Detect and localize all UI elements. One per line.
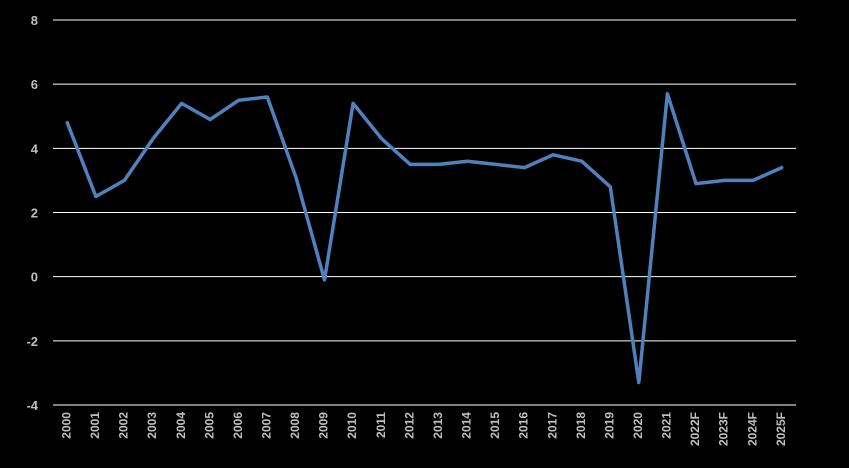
x-tick-label: 2019 (602, 412, 616, 439)
y-tick-label: 4 (31, 141, 39, 156)
x-tick-label: 2020 (631, 412, 645, 439)
x-tick-label: 2024F (745, 412, 759, 446)
data-point (180, 101, 184, 105)
data-point (751, 178, 755, 182)
data-point (65, 121, 69, 125)
data-point (294, 175, 298, 179)
data-point (237, 98, 241, 102)
data-point (637, 381, 641, 385)
data-point (208, 117, 212, 121)
data-point (494, 162, 498, 166)
y-tick-label: 2 (31, 206, 38, 221)
data-point (408, 162, 412, 166)
x-tick-label: 2012 (402, 412, 416, 439)
data-point (694, 182, 698, 186)
x-tick-label: 2011 (374, 412, 388, 438)
y-tick-label: 0 (31, 270, 38, 285)
data-point (94, 194, 98, 198)
x-tick-label: 2010 (345, 412, 359, 439)
data-point (351, 101, 355, 105)
y-tick-label: -2 (26, 334, 38, 349)
x-tick-label: 2009 (317, 412, 331, 439)
x-tick-label: 2004 (174, 412, 188, 439)
data-point (465, 159, 469, 163)
x-tick-label: 2017 (545, 412, 559, 439)
data-point (523, 166, 527, 170)
x-tick-label: 2016 (517, 412, 531, 439)
x-tick-label: 2006 (231, 412, 245, 439)
data-point (437, 162, 441, 166)
x-tick-label: 2003 (145, 412, 159, 439)
x-tick-label: 2021 (660, 412, 674, 439)
data-point (322, 278, 326, 282)
x-tick-label: 2025F (774, 412, 788, 446)
data-point (380, 137, 384, 141)
x-tick-label: 2014 (460, 412, 474, 439)
data-point (151, 137, 155, 141)
data-point (665, 92, 669, 96)
data-point (580, 159, 584, 163)
x-tick-label: 2005 (202, 412, 216, 439)
x-tick-label: 2018 (574, 412, 588, 439)
data-point (551, 153, 555, 157)
x-tick-label: 2008 (288, 412, 302, 439)
grid-layer (53, 19, 796, 406)
x-tick-label: 2002 (117, 412, 131, 439)
x-tick-label: 2000 (59, 412, 73, 439)
data-point (723, 178, 727, 182)
y-axis: -4 -2 0 2 4 6 8 (26, 13, 38, 413)
y-tick-label: -4 (26, 398, 38, 413)
x-tick-label: 2013 (431, 412, 445, 439)
x-tick-label: 2001 (88, 412, 102, 439)
data-point (608, 185, 612, 189)
x-tick-label: 2023F (717, 412, 731, 446)
series-line (65, 92, 784, 385)
data-point (122, 178, 126, 182)
x-tick-label: 2015 (488, 412, 502, 439)
y-tick-label: 6 (31, 77, 38, 92)
x-tick-label: 2022F (688, 412, 702, 446)
x-tick-label: 2007 (259, 412, 273, 439)
data-point (780, 166, 784, 170)
y-tick-label: 8 (31, 13, 38, 28)
series-layer (65, 92, 784, 385)
x-axis: 2000 2001 2002 2003 2004 2005 2006 2007 2008 2009… (59, 412, 787, 446)
data-point (265, 95, 269, 99)
